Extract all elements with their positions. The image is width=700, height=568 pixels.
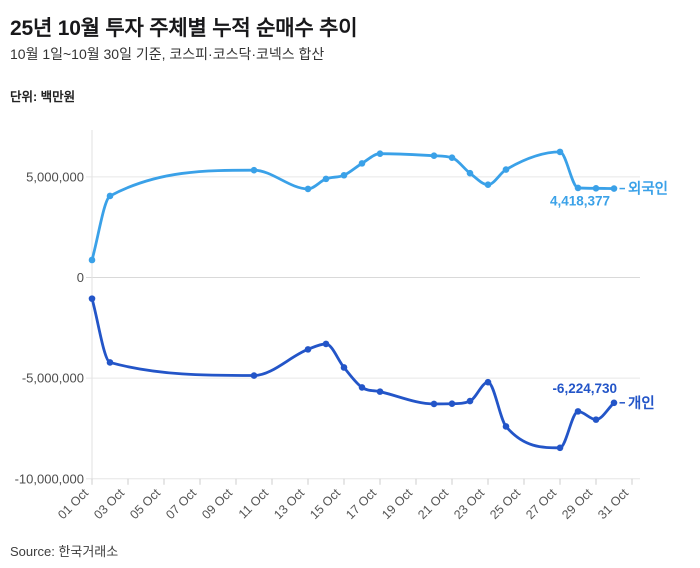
data-point-외국인[interactable] xyxy=(430,152,438,160)
x-axis-tick-label: 05 Oct xyxy=(127,486,163,522)
series-label-개인: 개인 xyxy=(628,394,655,412)
data-point-개인[interactable] xyxy=(106,359,114,366)
y-axis-tick-label: -10,000,000 xyxy=(15,471,84,486)
data-point-외국인[interactable] xyxy=(610,185,618,192)
x-axis-tick-label: 23 Oct xyxy=(451,486,487,522)
data-point-외국인[interactable] xyxy=(574,184,582,192)
data-point-외국인[interactable] xyxy=(358,160,366,167)
data-point-외국인[interactable] xyxy=(304,185,312,193)
data-point-외국인[interactable] xyxy=(322,175,330,183)
data-point-개인[interactable] xyxy=(376,388,384,395)
data-point-외국인[interactable] xyxy=(106,192,114,200)
data-point-개인[interactable] xyxy=(484,378,492,386)
data-point-외국인[interactable] xyxy=(376,150,384,158)
data-point-외국인[interactable] xyxy=(448,154,456,162)
series-line-개인 xyxy=(90,297,616,450)
data-point-개인[interactable] xyxy=(610,399,618,407)
x-axis-tick-label: 01 Oct xyxy=(55,486,91,522)
data-point-개인[interactable] xyxy=(250,372,258,379)
end-value-label-외국인: 4,418,377 xyxy=(550,194,610,209)
x-axis-tick-label: 31 Oct xyxy=(595,486,631,522)
data-point-개인[interactable] xyxy=(466,397,474,405)
data-point-개인[interactable] xyxy=(502,423,510,430)
page-subtitle: 10월 1일~10월 30일 기준, 코스피·코스닥·코넥스 합산 xyxy=(10,46,325,62)
unit-label: 단위: 백만원 xyxy=(10,90,76,104)
data-point-개인[interactable] xyxy=(322,340,330,348)
data-point-외국인[interactable] xyxy=(502,166,510,173)
x-axis-tick-label: 17 Oct xyxy=(343,486,379,522)
data-point-외국인[interactable] xyxy=(556,148,564,156)
data-point-개인[interactable] xyxy=(358,384,366,391)
data-point-개인[interactable] xyxy=(430,400,438,408)
end-value-label-개인: -6,224,730 xyxy=(552,381,617,396)
chart-area: 5,000,000 0 -5,000,000 -10,000,000 01 Oct 03 … xyxy=(0,112,700,540)
data-point-외국인[interactable] xyxy=(466,169,474,177)
data-point-외국인[interactable] xyxy=(340,171,348,179)
source-note: Source: 한국거래소 xyxy=(10,544,119,559)
data-point-외국인[interactable] xyxy=(484,181,492,189)
x-axis-tick-label: 07 Oct xyxy=(163,486,199,522)
x-axis-tick-label: 27 Oct xyxy=(523,486,559,522)
data-point-개인[interactable] xyxy=(556,444,564,452)
page-title: 25년 10월 투자 주체별 누적 순매수 추이 xyxy=(10,17,358,40)
data-point-개인[interactable] xyxy=(340,364,348,371)
x-axis-tick-label: 21 Oct xyxy=(415,486,451,522)
x-axis-tick-label: 29 Oct xyxy=(559,486,595,522)
data-point-개인[interactable] xyxy=(574,408,582,415)
x-axis-tick-label: 25 Oct xyxy=(487,486,523,522)
data-point-외국인[interactable] xyxy=(88,256,96,264)
x-axis-tick-label: 09 Oct xyxy=(199,486,235,522)
y-axis-tick-label: -5,000,000 xyxy=(22,371,84,386)
series-line-외국인 xyxy=(90,150,616,262)
y-axis-tick-label: 5,000,000 xyxy=(26,169,84,184)
series-label-외국인: 외국인 xyxy=(628,180,668,198)
data-point-개인[interactable] xyxy=(448,400,456,408)
y-axis-tick-label: 0 xyxy=(77,270,84,285)
x-axis-tick-label: 19 Oct xyxy=(379,486,415,522)
x-axis-tick-label: 15 Oct xyxy=(307,486,343,522)
data-point-외국인[interactable] xyxy=(592,185,600,192)
data-point-개인[interactable] xyxy=(304,346,312,353)
data-point-개인[interactable] xyxy=(88,295,96,302)
x-axis-tick-label: 13 Oct xyxy=(271,486,307,522)
data-point-외국인[interactable] xyxy=(250,166,258,174)
data-point-개인[interactable] xyxy=(592,416,600,423)
x-axis-tick-label: 11 Oct xyxy=(236,486,272,522)
x-axis-tick-label: 03 Oct xyxy=(91,486,127,522)
